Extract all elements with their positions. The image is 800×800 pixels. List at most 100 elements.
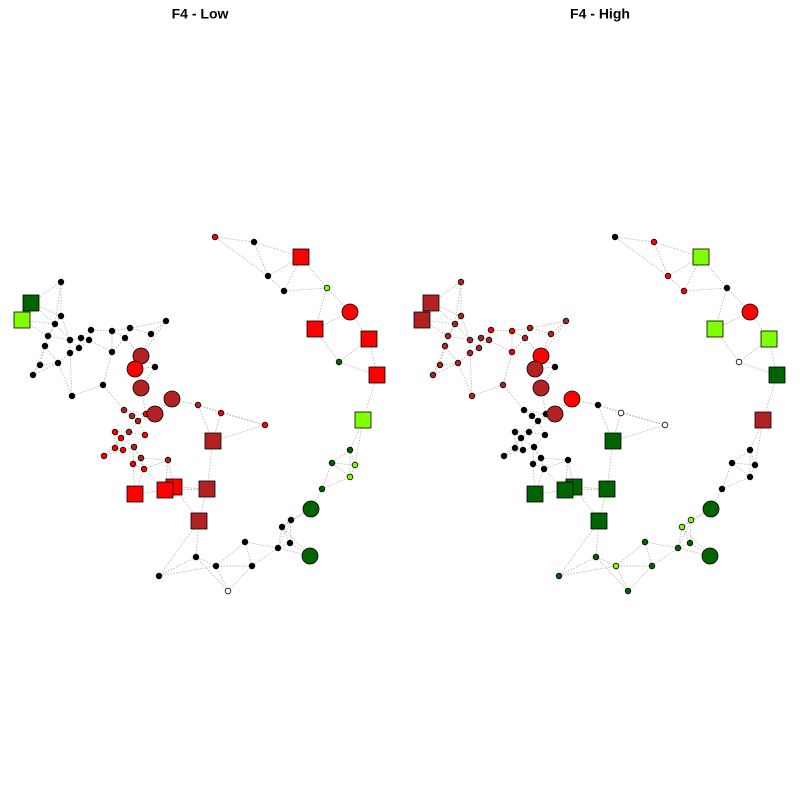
edge	[158, 520, 200, 577]
node-circle	[508, 348, 516, 356]
node-circle	[346, 473, 354, 481]
edge	[143, 459, 169, 470]
node-circle	[741, 303, 759, 321]
edge	[550, 320, 567, 335]
edge	[677, 526, 683, 549]
edge	[471, 384, 504, 397]
edge	[689, 542, 711, 557]
edge	[615, 565, 629, 592]
edge	[731, 462, 756, 466]
edge	[103, 449, 124, 457]
node-circle	[528, 412, 536, 420]
edge	[69, 352, 73, 397]
node-circle	[111, 444, 119, 452]
edge	[595, 556, 617, 567]
node-circle	[517, 434, 525, 442]
edge	[432, 362, 459, 376]
node-circle	[746, 446, 754, 454]
edge	[447, 323, 456, 337]
edge	[57, 362, 73, 397]
node-circle	[466, 349, 474, 357]
node-circle	[521, 334, 529, 342]
node-circle	[537, 454, 545, 462]
node-circle	[674, 544, 682, 552]
edge	[677, 519, 692, 549]
edge	[78, 339, 90, 349]
edge	[338, 338, 370, 363]
edge	[721, 476, 751, 490]
node-circle	[466, 336, 474, 344]
node-circle	[611, 233, 619, 241]
edge	[195, 556, 217, 567]
node-circle	[274, 544, 282, 552]
node-circle	[444, 332, 452, 340]
node-circle	[151, 363, 159, 371]
panel-title: F4 - Low	[172, 6, 229, 22]
node-circle	[29, 371, 37, 379]
edge	[502, 351, 513, 386]
edge	[749, 464, 756, 478]
edge	[488, 339, 513, 353]
node-square	[13, 311, 31, 329]
edge	[215, 541, 246, 567]
node-circle	[41, 342, 49, 350]
edge	[447, 335, 471, 341]
edge	[277, 519, 292, 549]
edge	[54, 323, 71, 341]
edge	[158, 565, 217, 577]
node-circle	[687, 516, 695, 524]
edge	[502, 384, 525, 411]
node-circle	[723, 284, 731, 292]
edge	[47, 323, 56, 337]
node-circle	[146, 405, 164, 423]
node-circle	[164, 456, 172, 464]
node-circle	[261, 421, 269, 429]
node-circle	[526, 324, 534, 332]
edge	[503, 449, 524, 457]
edge	[349, 464, 356, 478]
node-circle	[286, 539, 294, 547]
node-circle	[680, 287, 688, 295]
node-circle	[162, 317, 170, 325]
node-circle	[650, 238, 658, 246]
node-circle	[534, 417, 542, 425]
node-circle	[617, 409, 625, 417]
node-circle	[592, 553, 600, 561]
node-circle	[641, 538, 649, 546]
edge	[131, 413, 147, 417]
node-circle	[328, 459, 336, 467]
edge	[653, 241, 669, 277]
node-circle	[57, 312, 65, 320]
edge	[60, 315, 71, 341]
edge	[283, 287, 328, 292]
node-circle	[451, 320, 459, 328]
edge	[214, 236, 269, 277]
edge	[244, 541, 279, 549]
node-square	[706, 320, 724, 338]
node-circle	[441, 342, 449, 350]
node-circle	[126, 324, 134, 332]
edge	[615, 541, 646, 567]
edge	[30, 302, 56, 325]
node-circle	[66, 349, 74, 357]
edge	[134, 366, 156, 370]
edge	[251, 547, 279, 567]
edge	[195, 556, 229, 592]
edge	[533, 446, 542, 459]
edge	[540, 457, 569, 461]
edge	[197, 404, 214, 442]
edge	[214, 236, 255, 243]
node-circle	[211, 233, 219, 241]
node-circle	[485, 336, 493, 344]
edge	[738, 338, 770, 363]
node-circle	[140, 465, 148, 473]
edge	[140, 457, 169, 461]
node-square	[590, 512, 608, 530]
edge	[444, 345, 459, 364]
node-circle	[57, 278, 65, 286]
node-circle	[117, 434, 125, 442]
node-circle	[194, 401, 202, 409]
edge	[523, 409, 547, 415]
edge	[140, 333, 152, 357]
edge	[683, 256, 702, 292]
